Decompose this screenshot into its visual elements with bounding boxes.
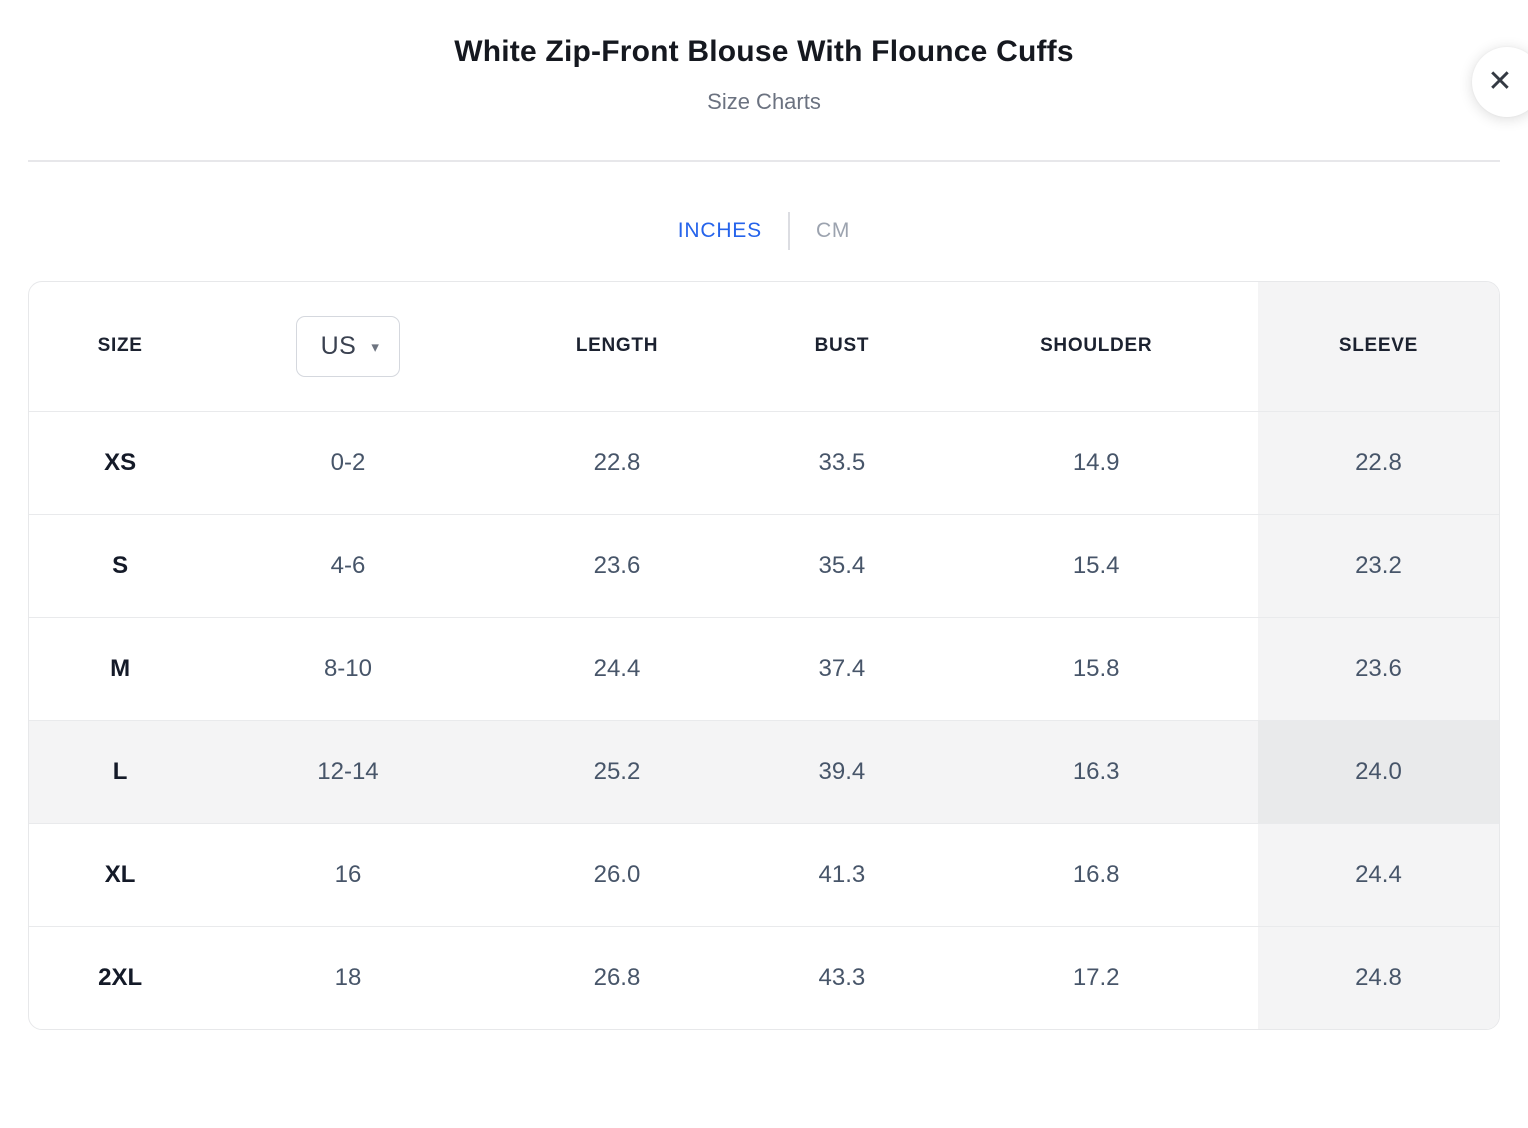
length-value: 25.2 xyxy=(484,720,750,823)
table-row-l[interactable]: L 12-14 25.2 39.4 16.3 24.0 xyxy=(29,720,1499,823)
col-header-sleeve: SLEEVE xyxy=(1257,282,1499,411)
bust-value: 33.5 xyxy=(818,448,866,476)
sleeve-value: 24.8 xyxy=(1257,926,1499,1029)
sleeve-value: 22.8 xyxy=(1257,411,1499,514)
col-header-size: SIZE xyxy=(97,335,143,357)
size-chart-table: SIZE US ▾ LENGTH BUST SHOULDER SLEEVE XS xyxy=(28,281,1500,1030)
us-value: 8-10 xyxy=(323,654,372,682)
size-label: 2XL xyxy=(98,963,143,991)
col-header-bust: BUST xyxy=(814,335,870,357)
length-value: 26.0 xyxy=(593,860,641,888)
size-label: M xyxy=(110,654,131,682)
col-header-length: LENGTH xyxy=(575,335,659,357)
bust-value: 35.4 xyxy=(818,551,866,579)
table-row-m[interactable]: M 8-10 24.4 37.4 15.8 23.6 xyxy=(29,617,1499,720)
bust-value: 39.4 xyxy=(749,720,935,823)
col-header-shoulder: SHOULDER xyxy=(1040,335,1153,357)
size-label: S xyxy=(112,551,129,579)
us-value: 18 xyxy=(334,963,362,991)
us-value: 4-6 xyxy=(330,551,366,579)
length-value: 22.8 xyxy=(593,448,641,476)
sleeve-value: 23.2 xyxy=(1257,514,1499,617)
size-chart-modal: ✕ White Zip-Front Blouse With Flounce Cu… xyxy=(0,34,1528,1030)
shoulder-value: 16.8 xyxy=(1072,860,1120,888)
us-value: 0-2 xyxy=(330,448,366,476)
close-icon: ✕ xyxy=(1487,65,1513,98)
shoulder-value: 14.9 xyxy=(1072,448,1120,476)
bust-value: 37.4 xyxy=(818,654,866,682)
tab-cm[interactable]: CM xyxy=(815,219,851,242)
page-title: White Zip-Front Blouse With Flounce Cuff… xyxy=(454,35,1074,68)
shoulder-value: 15.8 xyxy=(1072,654,1120,682)
unit-toggle: INCHES CM xyxy=(0,212,1528,250)
shoulder-value: 17.2 xyxy=(1072,963,1120,991)
length-value: 24.4 xyxy=(593,654,641,682)
bust-value: 43.3 xyxy=(818,963,866,991)
close-button[interactable]: ✕ xyxy=(1472,47,1528,117)
bust-value: 41.3 xyxy=(818,860,866,888)
size-label: XL xyxy=(104,860,136,888)
table-row-s[interactable]: S 4-6 23.6 35.4 15.4 23.2 xyxy=(29,514,1499,617)
header-divider xyxy=(28,160,1500,162)
col-header-region: US ▾ xyxy=(211,282,484,411)
region-select-value: US xyxy=(320,331,357,360)
table-header-row: SIZE US ▾ LENGTH BUST SHOULDER SLEEVE xyxy=(29,282,1499,411)
length-value: 26.8 xyxy=(593,963,641,991)
sleeve-value: 24.0 xyxy=(1257,720,1499,823)
table-row-xl[interactable]: XL 16 26.0 41.3 16.8 24.4 xyxy=(29,823,1499,926)
modal-subtitle: Size Charts xyxy=(707,89,821,114)
sleeve-value: 24.4 xyxy=(1257,823,1499,926)
sleeve-value: 23.6 xyxy=(1257,617,1499,720)
unit-toggle-divider xyxy=(787,212,790,250)
size-label: L xyxy=(29,720,212,823)
table-row-2xl[interactable]: 2XL 18 26.8 43.3 17.2 24.8 xyxy=(29,926,1499,1029)
table-row-xs[interactable]: XS 0-2 22.8 33.5 14.9 22.8 xyxy=(29,411,1499,514)
shoulder-value: 16.3 xyxy=(934,720,1258,823)
chevron-down-icon: ▾ xyxy=(371,338,380,356)
region-select[interactable]: US ▾ xyxy=(295,315,401,377)
us-value: 16 xyxy=(334,860,362,888)
size-label: XS xyxy=(104,448,137,476)
length-value: 23.6 xyxy=(593,551,641,579)
tab-inches[interactable]: INCHES xyxy=(677,219,762,242)
us-value: 12-14 xyxy=(211,720,485,823)
shoulder-value: 15.4 xyxy=(1072,551,1120,579)
